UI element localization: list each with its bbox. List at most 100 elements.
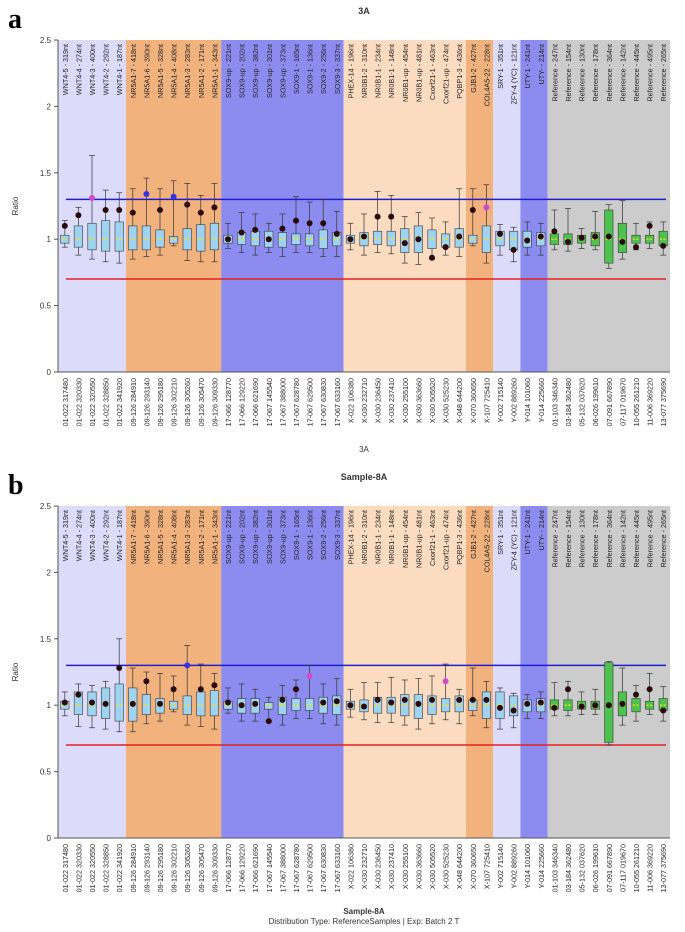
data-point [646, 222, 653, 229]
probe-label: NR5A1-3 - 283nt [183, 44, 192, 98]
x-tick-label: 01-022 317480 [61, 844, 70, 892]
box [60, 234, 70, 244]
x-tick-label: 07-117 019670 [618, 378, 627, 426]
y-tick-label: 0 [47, 368, 52, 377]
probe-label: SOX9-3 - 337nt [333, 44, 342, 94]
data-point [320, 699, 327, 706]
x-tick-label: 01-022 320550 [88, 844, 97, 892]
box [101, 220, 111, 252]
x-tick-label: 05-132 037620 [578, 378, 587, 426]
box [141, 225, 151, 251]
x-tick-label: 01-022 341920 [115, 378, 124, 426]
y-tick-label: 0 [47, 834, 52, 843]
box [291, 698, 301, 711]
box [454, 695, 464, 713]
box [427, 229, 437, 249]
box [114, 683, 124, 722]
x-tick-label: X-030 505520 [428, 844, 437, 889]
x-tick-label: 07-091 667890 [605, 378, 614, 426]
probe-label: Cxorf21-1 - 463nt [428, 44, 437, 100]
probe-label: Reference - 495nt [646, 44, 655, 102]
band-6 [520, 40, 548, 372]
data-point [184, 201, 191, 208]
x-tick-label: 11-006 369220 [646, 378, 655, 426]
probe-label: SRY-1 - 351nt [496, 44, 505, 89]
probe-label: Reference - 178nt [591, 44, 600, 102]
probe-label: NR0B1-up - 454nt [401, 44, 410, 102]
x-tick-label: 17-067 145540 [265, 844, 274, 892]
x-tick-label: 01-103 346340 [550, 844, 559, 892]
box [509, 695, 519, 717]
probe-label: Reference - 247nt [550, 44, 559, 102]
box [87, 222, 97, 251]
box [264, 702, 274, 710]
box [617, 222, 627, 253]
data-point [483, 204, 490, 211]
data-point [238, 702, 245, 709]
probe-label: SOX9-2 - 256nt [319, 510, 328, 560]
box [291, 233, 301, 245]
box [196, 224, 206, 252]
x-tick-label: 09-126 284910 [129, 844, 138, 892]
data-point [333, 698, 340, 705]
chart-title: Sample-8A [341, 472, 388, 482]
probe-label: Reference - 495nt [646, 510, 655, 568]
x-tick-label: 17-067 628780 [292, 844, 301, 892]
data-point [442, 244, 449, 251]
x-tick-label: X-030 237410 [387, 844, 396, 889]
box [373, 230, 383, 245]
probe-label: SOX9-2 - 256nt [319, 44, 328, 94]
data-point [660, 242, 667, 249]
probe-label: SOX9-up - 373nt [278, 510, 287, 564]
probe-label: NR5A1-2 - 171nt [197, 44, 206, 98]
probe-label: NR0B1-up - 481nt [414, 44, 423, 102]
x-tick-label: Y-002 889260 [510, 378, 519, 423]
probe-label: WNT4-4 - 274nt [74, 510, 83, 561]
y-tick-label: 2 [47, 102, 52, 111]
x-tick-label: 03-184 362480 [564, 378, 573, 426]
x-tick-label: 09-126 284910 [129, 378, 138, 426]
data-point [197, 209, 204, 216]
y-axis-label: Ratio [11, 662, 20, 681]
band-3 [343, 40, 466, 372]
data-point [510, 707, 517, 714]
x-tick-label: Y-014 101060 [523, 378, 532, 423]
x-tick-label: X-030 236450 [374, 378, 383, 423]
x-tick-label: 17-067 633160 [333, 378, 342, 426]
x-tick-label: 10-055 261210 [632, 378, 641, 426]
x-tick-label: 06-026 199610 [591, 844, 600, 892]
probe-label: WNT4-5 - 319nt [61, 510, 70, 561]
data-point [61, 222, 68, 229]
data-point [75, 691, 82, 698]
x-tick-label: Y-014 101060 [523, 844, 532, 889]
x-tick-label: X-030 505520 [428, 378, 437, 423]
probe-label: WNT4-2 - 292nt [102, 44, 111, 95]
probe-label: NR5A1-7 - 418nt [129, 44, 138, 98]
probe-label: NR5A1-5 - 328nt [156, 44, 165, 98]
x-tick-label: 17-067 630830 [319, 844, 328, 892]
probe-label: NR5A1-1 - 343nt [210, 510, 219, 564]
probe-label: SOX9-3 - 337nt [333, 510, 342, 560]
x-tick-label: 05-132 037620 [578, 844, 587, 892]
probe-label: SRY-1 - 351nt [496, 510, 505, 555]
box [427, 695, 437, 715]
x-tick-label: X-107 725410 [482, 844, 491, 889]
x-tick-label: 03-184 362480 [564, 844, 573, 892]
x-tick-label: 09-126 295180 [156, 844, 165, 892]
probe-label: NR5A1-4 - 408nt [170, 510, 179, 564]
x-tick-label: X-022 106380 [346, 844, 355, 889]
box [645, 234, 655, 244]
box [169, 700, 179, 710]
data-point [429, 254, 435, 261]
data-point [537, 233, 544, 240]
band-1 [126, 506, 222, 838]
band-6 [520, 506, 548, 838]
probe-label: SOX9-1 - 136nt [306, 510, 315, 560]
probe-label: WNT4-5 - 319nt [61, 44, 70, 95]
box [645, 700, 655, 710]
probe-label: NR0B1-1 - 148nt [387, 510, 396, 564]
x-tick-label: 01-022 317480 [61, 378, 70, 426]
probe-label: UTY-1 - 241nt [523, 510, 532, 554]
data-point [129, 700, 136, 707]
